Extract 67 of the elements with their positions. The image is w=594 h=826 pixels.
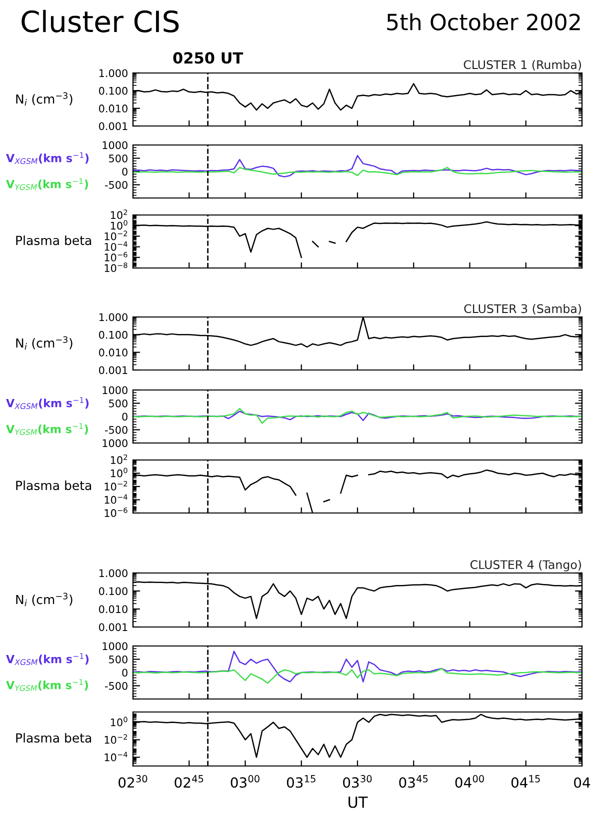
y-tick-label: 1.000 xyxy=(99,69,128,78)
y-tick-label: -500 xyxy=(105,180,128,189)
y-tick-label: 10$^{0}$ xyxy=(110,220,128,230)
y-tick-label: 1.000 xyxy=(99,313,128,322)
y-tick-label: 0.100 xyxy=(99,86,128,95)
text: V$_{XGSM}$(km s$^{−1}$) xyxy=(6,152,89,164)
y-tick-label: 10$^{−4}$ xyxy=(104,752,128,762)
y-tick-label: 1000 xyxy=(102,386,128,394)
x-tick-label: 02$^{30}$ xyxy=(118,775,148,788)
y-tick-label: 1000 xyxy=(102,642,128,650)
y-tick-label: 10$^{−2}$ xyxy=(104,734,128,744)
y-tick-label: 10$^{−8}$ xyxy=(104,262,128,272)
y-tick-label: 0.001 xyxy=(99,366,128,374)
x-tick-label: 02$^{45}$ xyxy=(174,775,204,788)
y-axis-title: Plasma beta xyxy=(16,235,92,246)
y-tick-label: 500 xyxy=(109,399,128,408)
y-tick-label: 10$^{0}$ xyxy=(110,468,128,478)
y-tick-label: 10$^{0}$ xyxy=(110,716,128,726)
x-tick-label: 03$^{00}$ xyxy=(230,775,260,788)
x-axis-title: UT xyxy=(348,796,368,808)
y-axis-title: N$_{i}$ (cm$^{−3}$) xyxy=(16,92,72,106)
ref-line-label: 0250 UT xyxy=(173,52,244,64)
y-tick-label: 10$^{2}$ xyxy=(110,454,128,464)
chart-subtitle: 5th October 2002 xyxy=(387,13,580,30)
y-tick-label: 0.100 xyxy=(99,587,128,596)
y-tick-label: 500 xyxy=(109,655,128,664)
y-tick-label: 0 xyxy=(122,668,128,677)
text: V$_{XGSM}$(km s$^{−1}$) xyxy=(6,653,89,666)
y-axis-title: Plasma beta xyxy=(16,480,92,490)
y-tick-label: 0.001 xyxy=(99,122,128,130)
y-tick-label: 10$^{−4}$ xyxy=(104,494,128,504)
x-tick-label: 03$^{15}$ xyxy=(286,775,316,788)
chart-title: Cluster CIS xyxy=(22,10,179,32)
text: V$_{XGSM}$(km s$^{−1}$) xyxy=(6,397,89,410)
text: CLUSTER 4 (Tango) xyxy=(470,560,581,572)
y-tick-label: 0.010 xyxy=(99,605,128,614)
y-tick-label: 1000 xyxy=(102,439,128,448)
y-tick-label: 0.001 xyxy=(99,623,128,632)
y-tick-label: 10$^{−6}$ xyxy=(104,252,128,262)
y-axis-title: N$_{i}$ (cm$^{−3}$) xyxy=(16,592,72,606)
y-tick-label: 0 xyxy=(122,412,128,421)
text: V$_{YGSM}$(km s$^{−1}$) xyxy=(6,679,88,692)
text: CLUSTER 1 (Rumba) xyxy=(464,60,581,71)
y-axis-title: N$_{i}$ (cm$^{−3}$) xyxy=(16,336,72,350)
x-tick-label: 04 xyxy=(574,777,590,788)
y-tick-label: 10$^{−4}$ xyxy=(104,241,128,251)
y-tick-label: -500 xyxy=(105,426,128,434)
y-tick-label: 10$^{−2}$ xyxy=(104,230,128,240)
x-tick-label: 04$^{00}$ xyxy=(455,775,484,788)
x-tick-label: 03$^{45}$ xyxy=(399,775,428,788)
y-tick-label: 0.010 xyxy=(99,348,128,356)
y-axis-title: Plasma beta xyxy=(16,732,92,743)
y-tick-label: 0.100 xyxy=(99,330,128,339)
y-tick-label: 1000 xyxy=(102,141,128,150)
y-tick-label: 0.010 xyxy=(99,104,128,112)
y-tick-label: 500 xyxy=(109,154,128,162)
y-tick-label: 0 xyxy=(122,168,128,176)
y-tick-label: 10$^{−6}$ xyxy=(104,507,128,518)
text: V$_{YGSM}$(km s$^{−1}$) xyxy=(6,423,88,436)
x-tick-label: 03$^{30}$ xyxy=(343,775,372,788)
text: V$_{YGSM}$(km s$^{−1}$) xyxy=(6,178,88,190)
y-tick-label: 10$^{−2}$ xyxy=(104,480,128,491)
x-tick-label: 04$^{15}$ xyxy=(511,775,540,788)
y-tick-label: -500 xyxy=(105,682,128,690)
y-tick-label: 1.000 xyxy=(99,569,128,578)
text: CLUSTER 3 (Samba) xyxy=(464,304,581,315)
y-tick-label: 10$^{2}$ xyxy=(110,209,128,220)
